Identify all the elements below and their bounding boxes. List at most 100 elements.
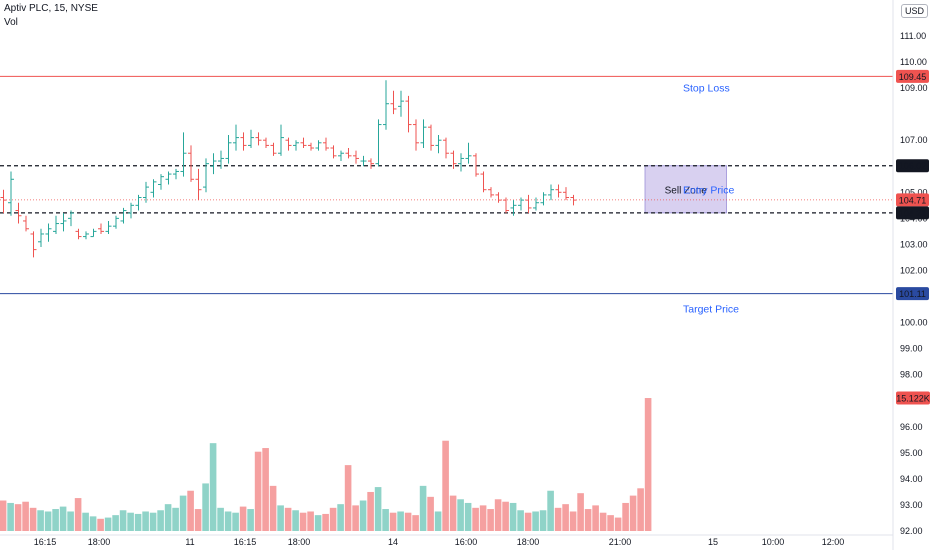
volume-bar [599, 512, 607, 531]
volume-bar [74, 498, 82, 531]
target-price-annotation: Target Price [683, 304, 739, 316]
ohlc-bar [225, 134, 232, 164]
time-tick-label: 14 [388, 537, 398, 547]
volume-bar [179, 495, 187, 531]
volume-bar [224, 511, 232, 531]
volume-bar [502, 501, 509, 531]
volume-bar [464, 502, 472, 531]
time-tick-label: 10:00 [762, 537, 785, 547]
ohlc-bar [233, 124, 239, 151]
ohlc-bar [458, 153, 464, 172]
price-tick-label: 103.00 [900, 239, 928, 249]
volume-bar [0, 500, 7, 531]
ohlc-bar [555, 184, 562, 198]
volume-bar [434, 511, 442, 531]
volume-bar [397, 511, 404, 531]
ohlc-bar [383, 80, 389, 130]
volume-bar [247, 509, 254, 531]
ohlc-bar [90, 228, 97, 238]
ohlc-bar [300, 137, 307, 149]
ohlc-bar [413, 119, 419, 151]
volume-bar [322, 513, 329, 531]
volume-bar [389, 512, 397, 531]
price-tick-label: 94.00 [900, 474, 923, 484]
volume-bar [382, 509, 389, 531]
ohlc-bar [495, 192, 502, 203]
volume-bar [134, 513, 142, 531]
svg-text:104.21: 104.21 [899, 208, 927, 218]
volume-bar [37, 510, 44, 531]
sell-zone-box[interactable] [644, 165, 727, 214]
ohlc-bar [248, 129, 254, 149]
ohlc-bar [15, 202, 22, 224]
time-tick-label: 16:00 [455, 537, 478, 547]
ohlc-bar [75, 228, 82, 240]
ohlc-bar [83, 231, 89, 240]
ohlc-bar [353, 150, 359, 164]
ohlc-bar [540, 192, 547, 206]
ohlc-bar [533, 197, 539, 211]
volume-bar [494, 499, 502, 531]
price-tick-label: 110.00 [900, 57, 927, 67]
svg-text:106.02: 106.02 [899, 161, 927, 171]
entry-price-annotation: Entry Price [683, 184, 735, 196]
volume-bar [89, 516, 97, 531]
time-axis: 16:15 18:00 11 16:15 18:00 14 16:00 18:00 21:00 1… [34, 537, 845, 547]
ohlc-bar [293, 140, 299, 151]
volume-bar [569, 511, 577, 531]
currency-selector[interactable]: USD [900, 4, 928, 18]
volume-bar [337, 504, 344, 531]
volume-value-label: 15.122K [896, 391, 930, 405]
price-tick-label: 98.00 [900, 370, 923, 380]
volume-bar [307, 511, 314, 531]
ohlc-bar [60, 213, 67, 232]
price-tick-label: 100.00 [900, 318, 928, 328]
price-tick-label: 92.00 [900, 526, 923, 536]
ohlc-bar [53, 215, 59, 234]
volume-bar [284, 507, 292, 531]
ohlc-bar [8, 171, 14, 216]
volume-bar [277, 505, 284, 531]
volume-bar [532, 511, 539, 531]
ohlc-bar [203, 158, 209, 193]
volume-bar [112, 515, 119, 531]
ohlc-bar [270, 142, 277, 156]
ohlc-bar [38, 228, 44, 248]
volume-bar [344, 465, 352, 531]
volume-bar [427, 496, 434, 531]
ohlc-bar [278, 124, 284, 156]
ohlc-bar [488, 187, 494, 198]
ohlc-bar [315, 140, 322, 151]
volume-bar [457, 499, 464, 531]
price-bars [0, 80, 577, 258]
stop-loss-annotation: Stop Loss [683, 82, 730, 94]
volume-bar [299, 512, 307, 531]
ohlc-bar [518, 197, 524, 211]
time-tick-label: 18:00 [88, 537, 111, 547]
ohlc-bar [143, 181, 149, 203]
time-tick-label: 18:00 [517, 537, 540, 547]
ohlc-bar [473, 153, 479, 177]
volume-bar [29, 507, 37, 531]
ohlc-bar [120, 207, 127, 224]
volume-bar [82, 512, 89, 531]
volume-bar [419, 485, 427, 531]
volume-bar [577, 493, 584, 531]
ohlc-bar [158, 174, 164, 190]
volume-bar [359, 500, 367, 531]
volume-bar [509, 502, 517, 531]
ohlc-bar [435, 134, 442, 154]
ohlc-bar [30, 231, 37, 258]
last-price-price-label: 104.71 [896, 193, 929, 207]
volume-bar [59, 506, 67, 531]
ohlc-bar [510, 200, 517, 216]
ohlc-bar [375, 119, 382, 167]
volume-bar [374, 487, 382, 531]
volume-bar [52, 509, 59, 531]
time-tick-label: 12:00 [822, 537, 845, 547]
price-tick-label: 99.00 [900, 344, 923, 354]
time-tick-label: 16:15 [234, 537, 257, 547]
ohlc-bar [113, 215, 119, 229]
ohlc-bar [443, 137, 449, 159]
